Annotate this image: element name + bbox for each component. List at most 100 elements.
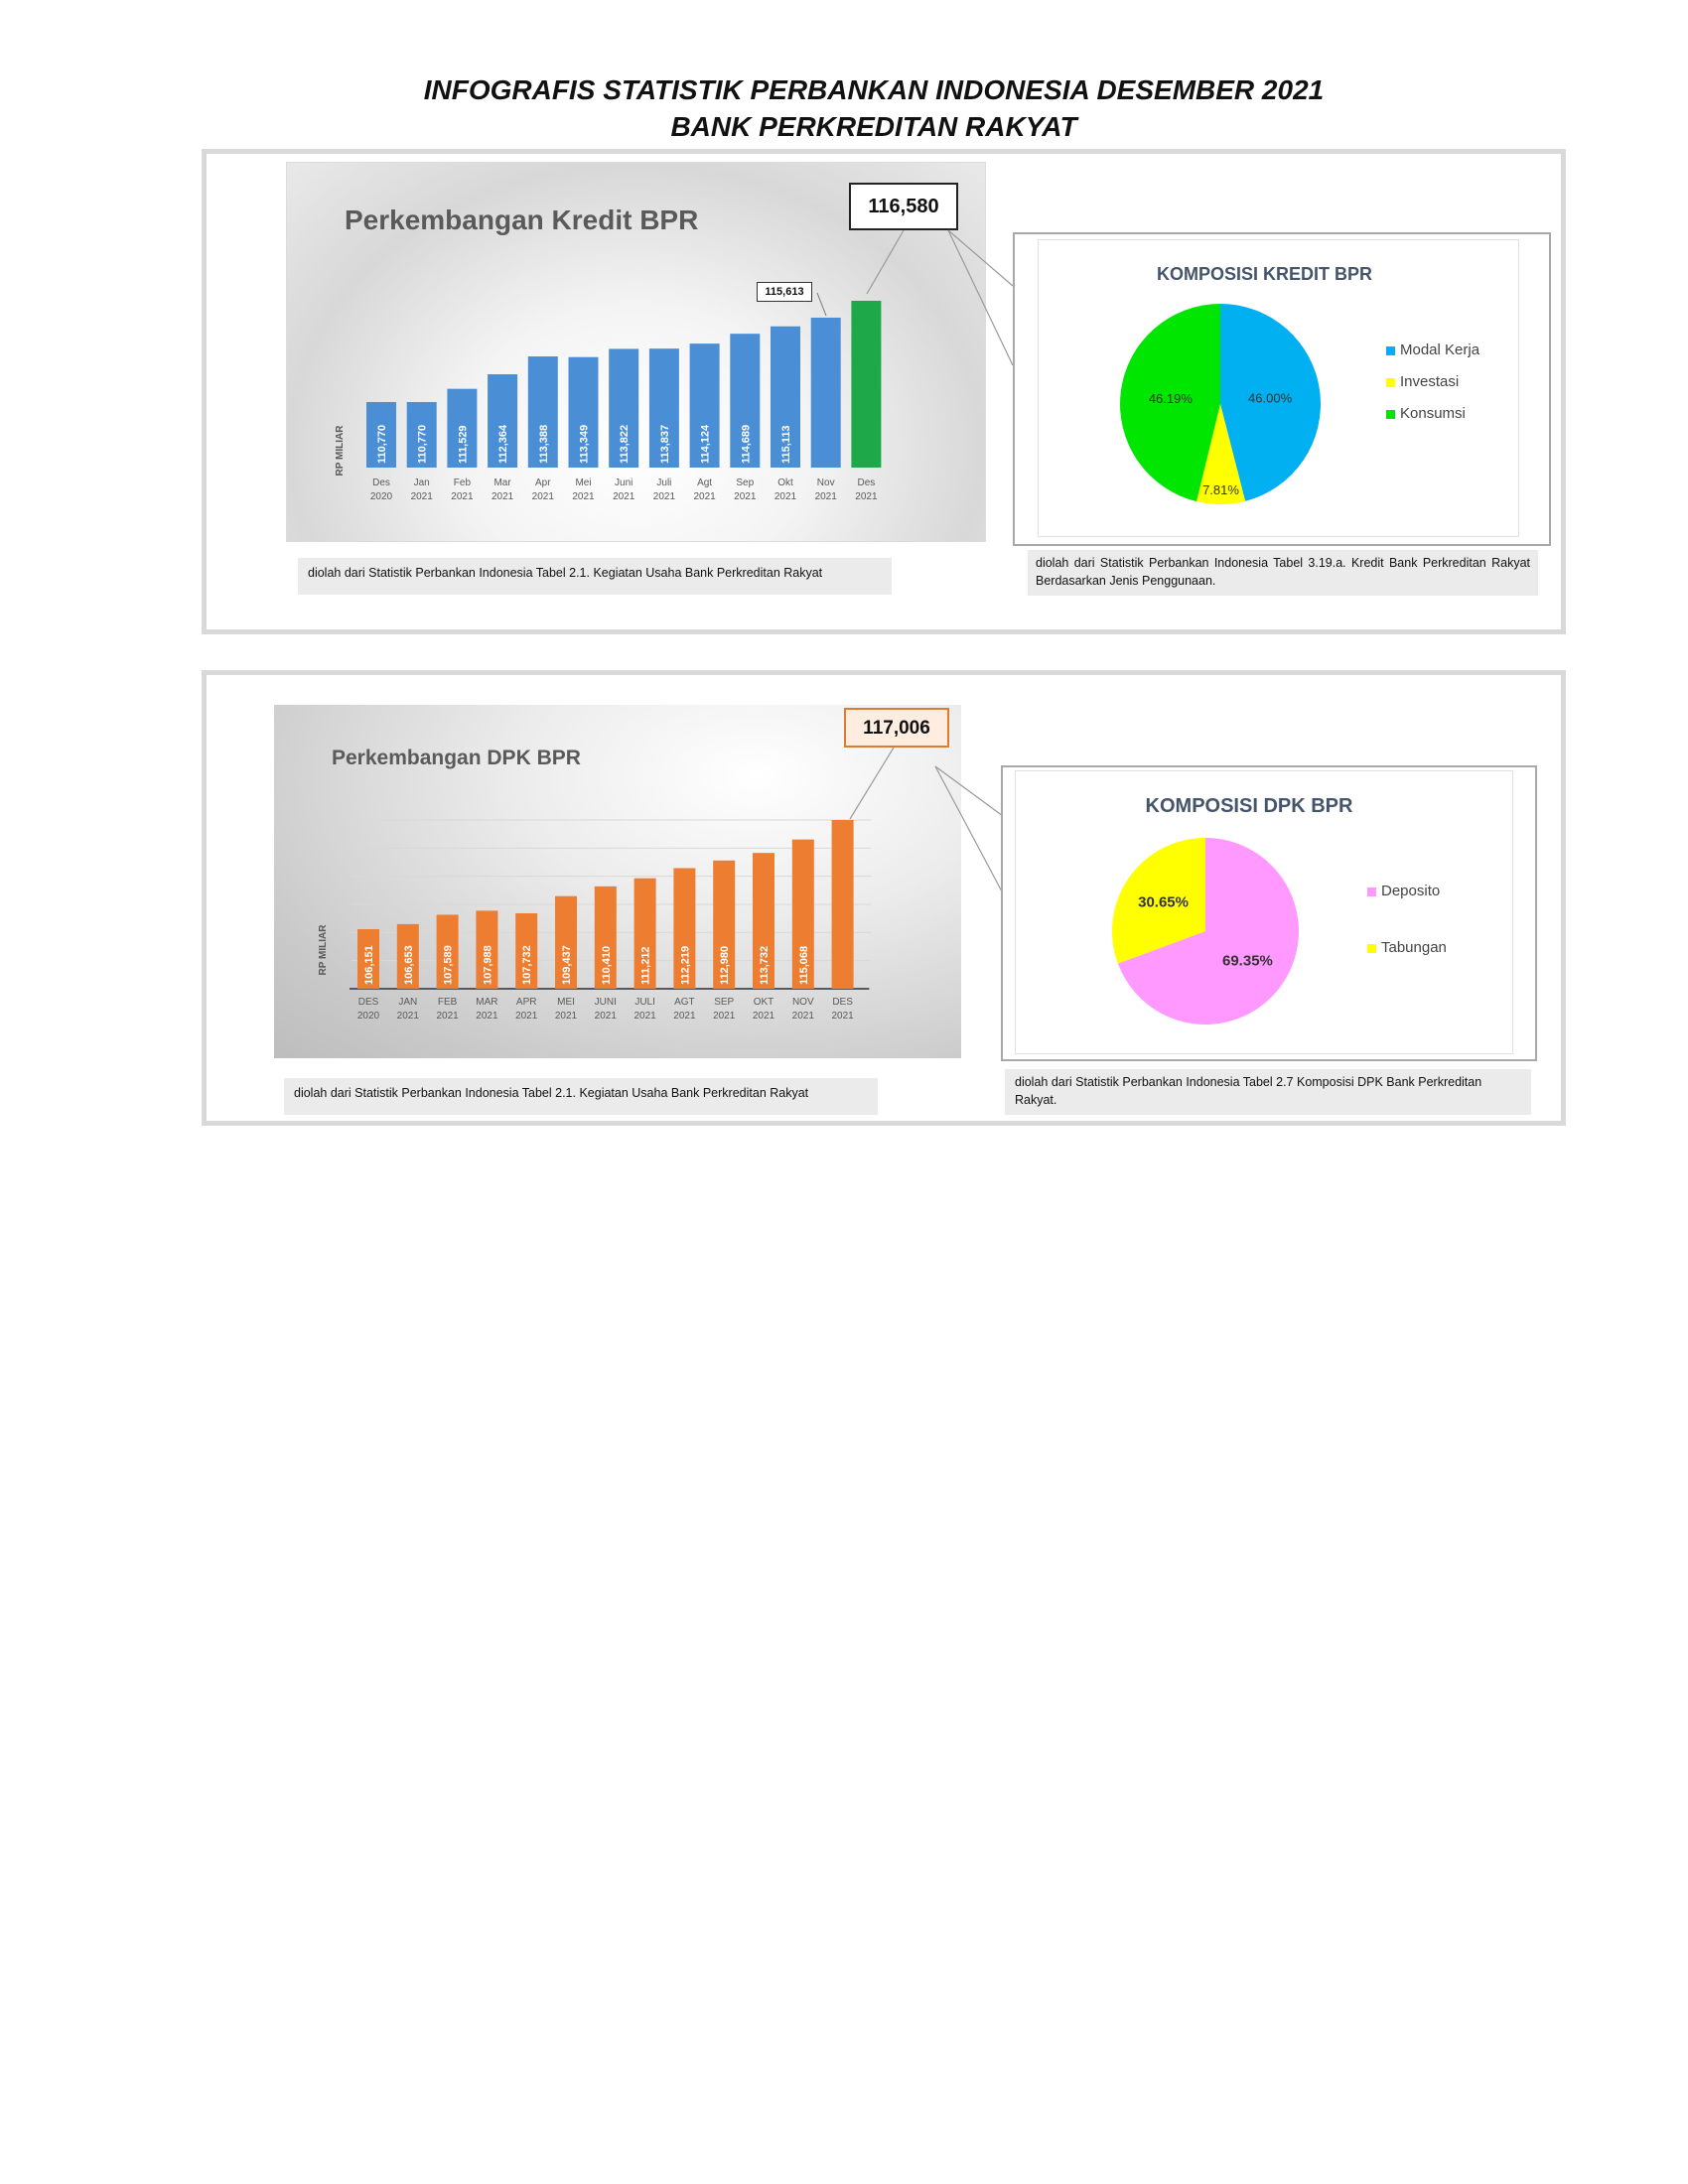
- bar: [488, 374, 518, 468]
- x-tick-label: Agt: [697, 478, 712, 488]
- bar: [515, 912, 538, 989]
- bar-value-label: 106,151: [363, 945, 375, 985]
- dpk-connector-lines: [849, 747, 1004, 894]
- x-tick-label-year: 2021: [595, 1011, 618, 1022]
- bar-value-label: 115,068: [798, 946, 810, 985]
- x-tick-label: Mei: [575, 478, 591, 488]
- x-tick-label: DES: [358, 997, 379, 1008]
- bar-value-label: 106,653: [403, 945, 415, 985]
- kredit-pie-legend: Modal Kerja Investasi Konsumsi: [1386, 341, 1479, 437]
- x-tick-label-year: 2020: [370, 491, 393, 502]
- legend-label: Deposito: [1381, 883, 1441, 899]
- bar-value-label: 113,732: [759, 946, 771, 985]
- legend-item: Deposito: [1367, 883, 1447, 899]
- x-tick-label: Jan: [414, 478, 430, 488]
- bar-value-label: 107,589: [443, 945, 455, 985]
- x-tick-label: Des: [372, 478, 390, 488]
- dpk-chart-title: Perkembangan DPK BPR: [332, 747, 581, 769]
- legend-label: Investasi: [1400, 373, 1460, 390]
- bar: [831, 820, 854, 989]
- dpk-pie-svg: 69.35% 30.65%: [1112, 838, 1299, 1024]
- dpk-pie-area: KOMPOSISI DPK BPR 69.35% 30.65% Deposito T…: [1015, 770, 1513, 1054]
- kredit-pie-source-note: diolah dari Statistik Perbankan Indonesi…: [1028, 550, 1538, 596]
- x-tick-label-year: 2021: [572, 491, 595, 502]
- pie-slice: [1117, 838, 1299, 1024]
- page-subtitle: BANK PERKREDITAN RAKYAT: [670, 111, 1077, 142]
- legend-swatch: [1367, 887, 1376, 896]
- bar-value-label: 110,770: [376, 425, 388, 464]
- x-tick-label: SEP: [714, 997, 734, 1008]
- legend-item: Investasi: [1386, 373, 1479, 390]
- kredit-pie-area: KOMPOSISI KREDIT BPR 46.00% 7.81% 46.19% M…: [1038, 239, 1519, 537]
- dpk-bar-svg: RP MILIAR 106,151 DES 2020 106,653 JAN 2021 10…: [318, 819, 872, 1022]
- bar-value-label: 114,689: [740, 425, 752, 464]
- bar-value-label: 113,349: [579, 425, 591, 464]
- x-tick-label: Juli: [656, 478, 671, 488]
- pie-slice-label: 7.81%: [1202, 482, 1239, 497]
- x-tick-label-year: 2021: [792, 1011, 815, 1022]
- bar: [609, 348, 639, 468]
- x-tick-label-year: 2021: [397, 1011, 420, 1022]
- bar-value-label: 109,437: [561, 945, 573, 985]
- legend-label: Konsumsi: [1400, 405, 1466, 422]
- x-tick-label-year: 2021: [633, 1011, 656, 1022]
- bar: [851, 301, 882, 468]
- x-tick-label-year: 2021: [855, 491, 878, 502]
- x-tick-label: NOV: [792, 997, 814, 1008]
- bar-value-label: 112,219: [679, 946, 691, 985]
- bar-value-label: 107,988: [482, 945, 493, 985]
- bar: [633, 878, 656, 989]
- bar-value-label: 113,388: [538, 425, 550, 464]
- bar: [810, 317, 841, 468]
- bar: [730, 334, 761, 468]
- x-tick-label: DES: [832, 997, 853, 1008]
- legend-swatch: [1386, 409, 1395, 419]
- kredit-bar-svg: RP MILIAR 110,770 Des 2020 110,770 Jan 2021 11…: [335, 301, 882, 502]
- bar: [689, 343, 720, 468]
- x-tick-label-year: 2021: [753, 1011, 775, 1022]
- bar: [648, 348, 679, 468]
- bar-value-label: 111,529: [457, 425, 469, 464]
- kredit-pie-title: KOMPOSISI KREDIT BPR: [1156, 264, 1373, 284]
- legend-item: Konsumsi: [1386, 405, 1479, 422]
- bar-value-label: 112,364: [497, 424, 509, 464]
- legend-label: Modal Kerja: [1400, 341, 1480, 358]
- x-tick-label-year: 2021: [451, 491, 474, 502]
- x-tick-label-year: 2021: [492, 491, 514, 502]
- bar-value-label: 114,124: [700, 424, 712, 464]
- kredit-chart-title: Perkembangan Kredit BPR: [345, 205, 699, 235]
- kredit-total-callout: 116,580: [849, 183, 958, 230]
- bar-value-label: 115,113: [780, 425, 792, 464]
- bar: [476, 910, 498, 989]
- x-tick-label-year: 2021: [555, 1011, 578, 1022]
- dpk-chart-area: Perkembangan DPK BPR RP MILIAR 106,151 DE…: [274, 705, 961, 1058]
- x-tick-label-year: 2021: [436, 1011, 459, 1022]
- pie-slice: [1112, 838, 1205, 964]
- dpk-source-note: diolah dari Statistik Perbankan Indonesi…: [284, 1078, 878, 1115]
- bar: [771, 326, 800, 468]
- x-tick-label-year: 2021: [411, 491, 434, 502]
- bar: [436, 914, 459, 989]
- x-tick-label: Juni: [615, 478, 633, 488]
- bar: [406, 402, 437, 468]
- bar: [396, 923, 419, 989]
- x-tick-label: JAN: [398, 997, 417, 1008]
- legend-swatch: [1386, 377, 1395, 387]
- bar: [713, 860, 736, 989]
- kredit-nov-callout: 115,613: [757, 282, 812, 302]
- bar: [555, 895, 577, 989]
- kredit-connector-lines: [816, 229, 1014, 366]
- bar-value-label: 110,770: [417, 425, 429, 464]
- bar-value-label: 110,410: [601, 946, 613, 985]
- pie-slice-label: 46.19%: [1149, 391, 1194, 406]
- x-tick-label: Nov: [817, 478, 835, 488]
- bar: [594, 886, 617, 989]
- legend-swatch: [1386, 345, 1395, 355]
- legend-item: Modal Kerja: [1386, 341, 1479, 358]
- x-tick-label: JUNI: [595, 997, 617, 1008]
- kredit-y-axis-label: RP MILIAR: [335, 425, 346, 477]
- bar: [568, 356, 599, 468]
- bar: [791, 839, 814, 989]
- pie-slice: [1220, 304, 1321, 501]
- x-tick-label: APR: [516, 997, 537, 1008]
